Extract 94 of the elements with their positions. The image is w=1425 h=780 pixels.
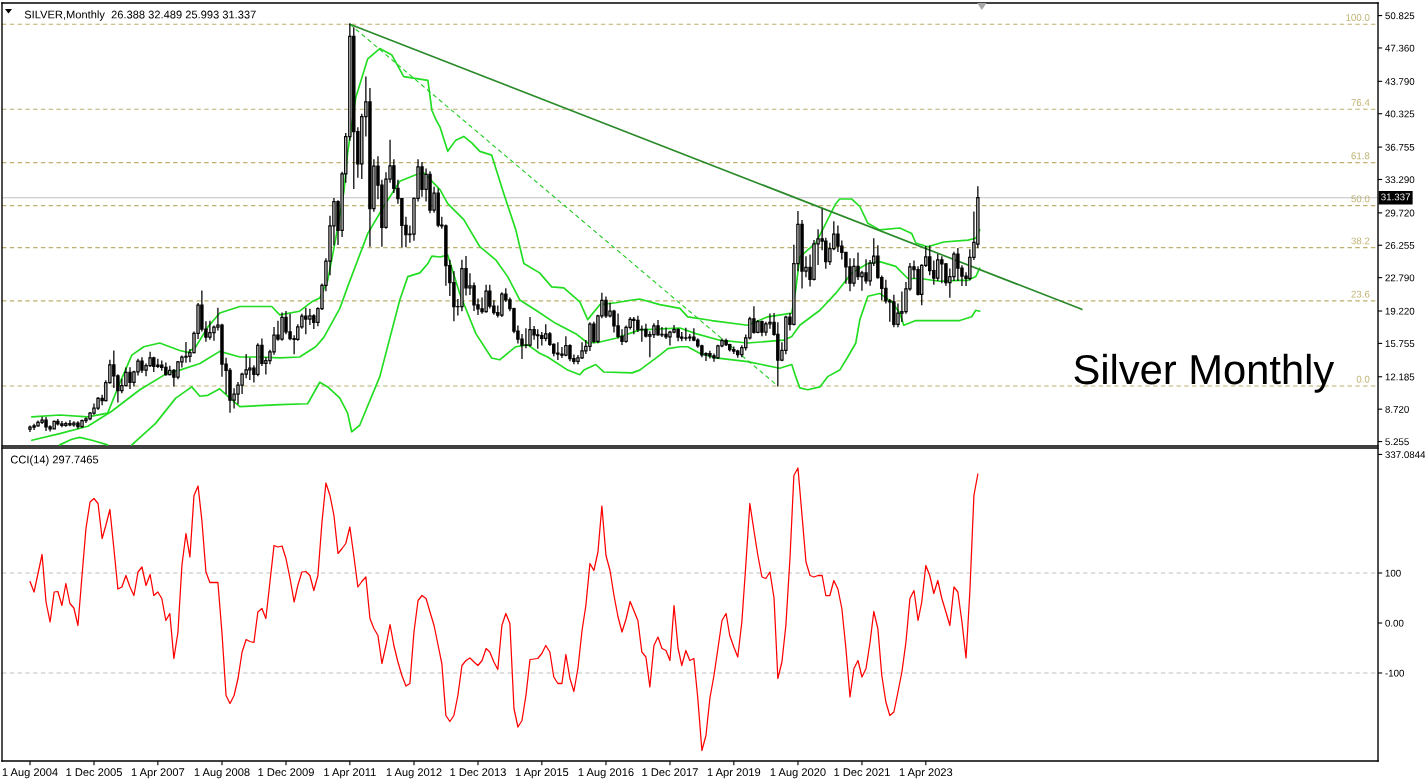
- annotation: 76.4: [1351, 99, 1370, 106]
- y-tick-label: -100: [1385, 669, 1405, 677]
- candlestick: [760, 320, 764, 337]
- annotation: 0.0: [1356, 375, 1370, 383]
- candlestick: [940, 256, 944, 284]
- candlestick: [184, 341, 188, 363]
- candlestick: [304, 307, 308, 335]
- candlestick: [76, 421, 80, 429]
- x-tick-label: 1 Aug 2020: [770, 768, 826, 779]
- candlestick: [536, 329, 540, 349]
- candlestick: [428, 171, 432, 214]
- candlestick: [152, 356, 156, 373]
- candlestick: [352, 27, 356, 189]
- annotation: 38.2: [1351, 237, 1370, 245]
- y-tick-label: 15.755: [1385, 340, 1415, 348]
- candlestick: [544, 324, 548, 342]
- candlestick: [64, 421, 68, 427]
- y-tick-label: 36.755: [1385, 143, 1415, 151]
- candlestick: [588, 322, 592, 352]
- line-series: [29, 467, 979, 752]
- candlestick: [156, 358, 160, 368]
- candlestick: [528, 317, 532, 347]
- candlestick: [632, 317, 636, 335]
- y-tick-label: 337.0844: [1385, 451, 1425, 459]
- candlestick: [36, 420, 40, 427]
- candlestick: [28, 425, 32, 432]
- candlestick: [460, 259, 464, 312]
- candlestick: [556, 342, 560, 360]
- annotation: 50.0: [1351, 195, 1370, 203]
- candlestick: [72, 421, 76, 427]
- candlestick: [56, 419, 60, 426]
- annotation: 100.0: [1346, 14, 1370, 21]
- x-tick-label: 1 Dec 2013: [450, 768, 506, 777]
- x-tick-label: 1 Aug 2012: [386, 768, 442, 779]
- candlestick: [68, 419, 72, 427]
- candlestick: [280, 312, 284, 341]
- x-tick-label: 1 Aug 2008: [194, 768, 250, 779]
- candlestick: [564, 336, 568, 357]
- candlestick: [164, 362, 168, 376]
- text: CCI(14) 297.7465: [10, 455, 99, 466]
- annotation: 61.8: [1351, 152, 1370, 160]
- annotation: Silver Monthly: [1074, 353, 1335, 393]
- candlestick: [676, 328, 680, 342]
- candlestick: [604, 296, 608, 318]
- candlestick: [728, 343, 732, 352]
- candlestick: [208, 320, 212, 340]
- x-tick-label: 1 Dec 2021: [834, 768, 890, 777]
- ref-line-label: 31.337: [1381, 193, 1410, 201]
- candlestick: [80, 419, 84, 428]
- x-tick-label: 1 Dec 2009: [258, 768, 314, 777]
- x-tick-label: 1 Apr 2011: [324, 768, 376, 779]
- x-tick-label: 1 Apr 2007: [131, 768, 185, 779]
- x-tick-label: 1 Aug 2004: [2, 768, 58, 779]
- candlestick: [140, 357, 144, 374]
- candlestick: [32, 423, 36, 431]
- candlestick: [52, 420, 56, 430]
- candlestick: [936, 254, 940, 281]
- candlestick: [436, 188, 440, 228]
- candlestick: [44, 416, 48, 432]
- candlestick: [892, 294, 896, 328]
- annotation: 23.6: [1351, 290, 1370, 298]
- y-tick-label: 12.185: [1385, 373, 1415, 381]
- y-tick-label: 0.00: [1385, 619, 1404, 627]
- x-tick-label: 1 Aug 2016: [578, 768, 634, 779]
- x-tick-label: 1 Apr 2015: [515, 768, 569, 779]
- candlestick: [684, 327, 688, 341]
- candlestick: [248, 357, 252, 381]
- candlestick: [128, 367, 132, 389]
- y-tick-label: 22.790: [1385, 274, 1415, 282]
- x-tick-label: 1 Dec 2017: [642, 768, 698, 777]
- candlestick: [484, 284, 488, 313]
- y-tick-label: 5.255: [1385, 438, 1409, 446]
- y-tick-label: 47.360: [1385, 44, 1415, 52]
- y-tick-label: 29.720: [1385, 209, 1415, 217]
- candlestick: [656, 319, 660, 336]
- y-tick-label: 50.825: [1385, 12, 1415, 20]
- candlestick: [500, 292, 504, 317]
- candlestick: [732, 346, 736, 354]
- candlestick: [580, 342, 584, 360]
- candlestick: [680, 332, 684, 342]
- candlestick: [736, 349, 740, 358]
- candlestick: [708, 350, 712, 359]
- y-tick-label: 40.325: [1385, 110, 1415, 118]
- y-tick-label: 26.255: [1385, 241, 1415, 249]
- x-tick-label: 1 Apr 2019: [707, 768, 761, 779]
- x-tick-label: 1 Dec 2005: [66, 768, 122, 777]
- y-tick-label: 100: [1385, 569, 1401, 577]
- y-tick-label: 19.220: [1385, 307, 1415, 315]
- text: SILVER,Monthly 26.388 32.489 25.993 31.337: [24, 10, 256, 21]
- candlestick: [60, 420, 64, 428]
- y-tick-label: 8.720: [1385, 405, 1409, 413]
- x-tick-label: 1 Apr 2023: [899, 768, 953, 779]
- y-tick-label: 43.790: [1385, 78, 1415, 85]
- y-tick-label: 33.290: [1385, 176, 1415, 184]
